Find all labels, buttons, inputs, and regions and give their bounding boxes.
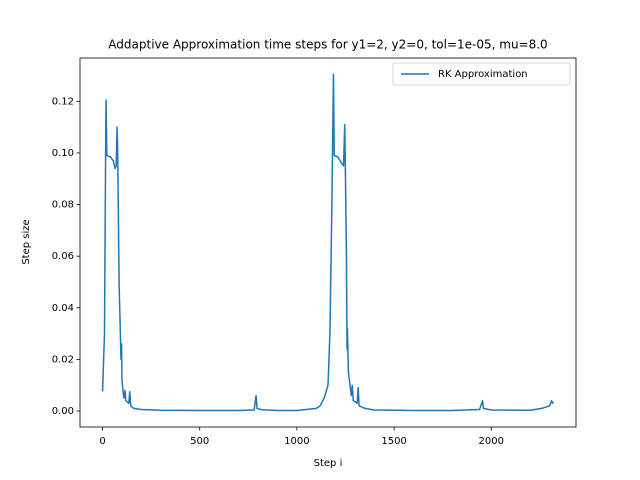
x-tick-label: 2000 bbox=[479, 436, 504, 447]
x-tick-label: 0 bbox=[99, 436, 105, 447]
legend-box bbox=[392, 62, 571, 86]
y-tick-label: 0.02 bbox=[52, 354, 74, 365]
y-tick-label: 0.00 bbox=[52, 406, 74, 417]
x-axis-label: Step i bbox=[314, 458, 343, 469]
y-tick-label: 0.08 bbox=[52, 200, 74, 211]
axes-frame bbox=[79, 57, 577, 428]
y-tick-label: 0.06 bbox=[52, 251, 74, 262]
chart-title: Addaptive Approximation time steps for y… bbox=[108, 38, 547, 52]
y-axis-label: Step size bbox=[21, 219, 32, 264]
x-tick-label: 1000 bbox=[284, 436, 309, 447]
legend-label: RK Approximation bbox=[438, 69, 528, 80]
data-line bbox=[101, 73, 555, 412]
y-tick-label: 0.12 bbox=[52, 96, 74, 107]
y-tick-label: 0.04 bbox=[52, 303, 74, 314]
x-tick-label: 1500 bbox=[381, 436, 406, 447]
x-tick-label: 500 bbox=[190, 436, 209, 447]
y-tick-label: 0.10 bbox=[52, 148, 74, 159]
